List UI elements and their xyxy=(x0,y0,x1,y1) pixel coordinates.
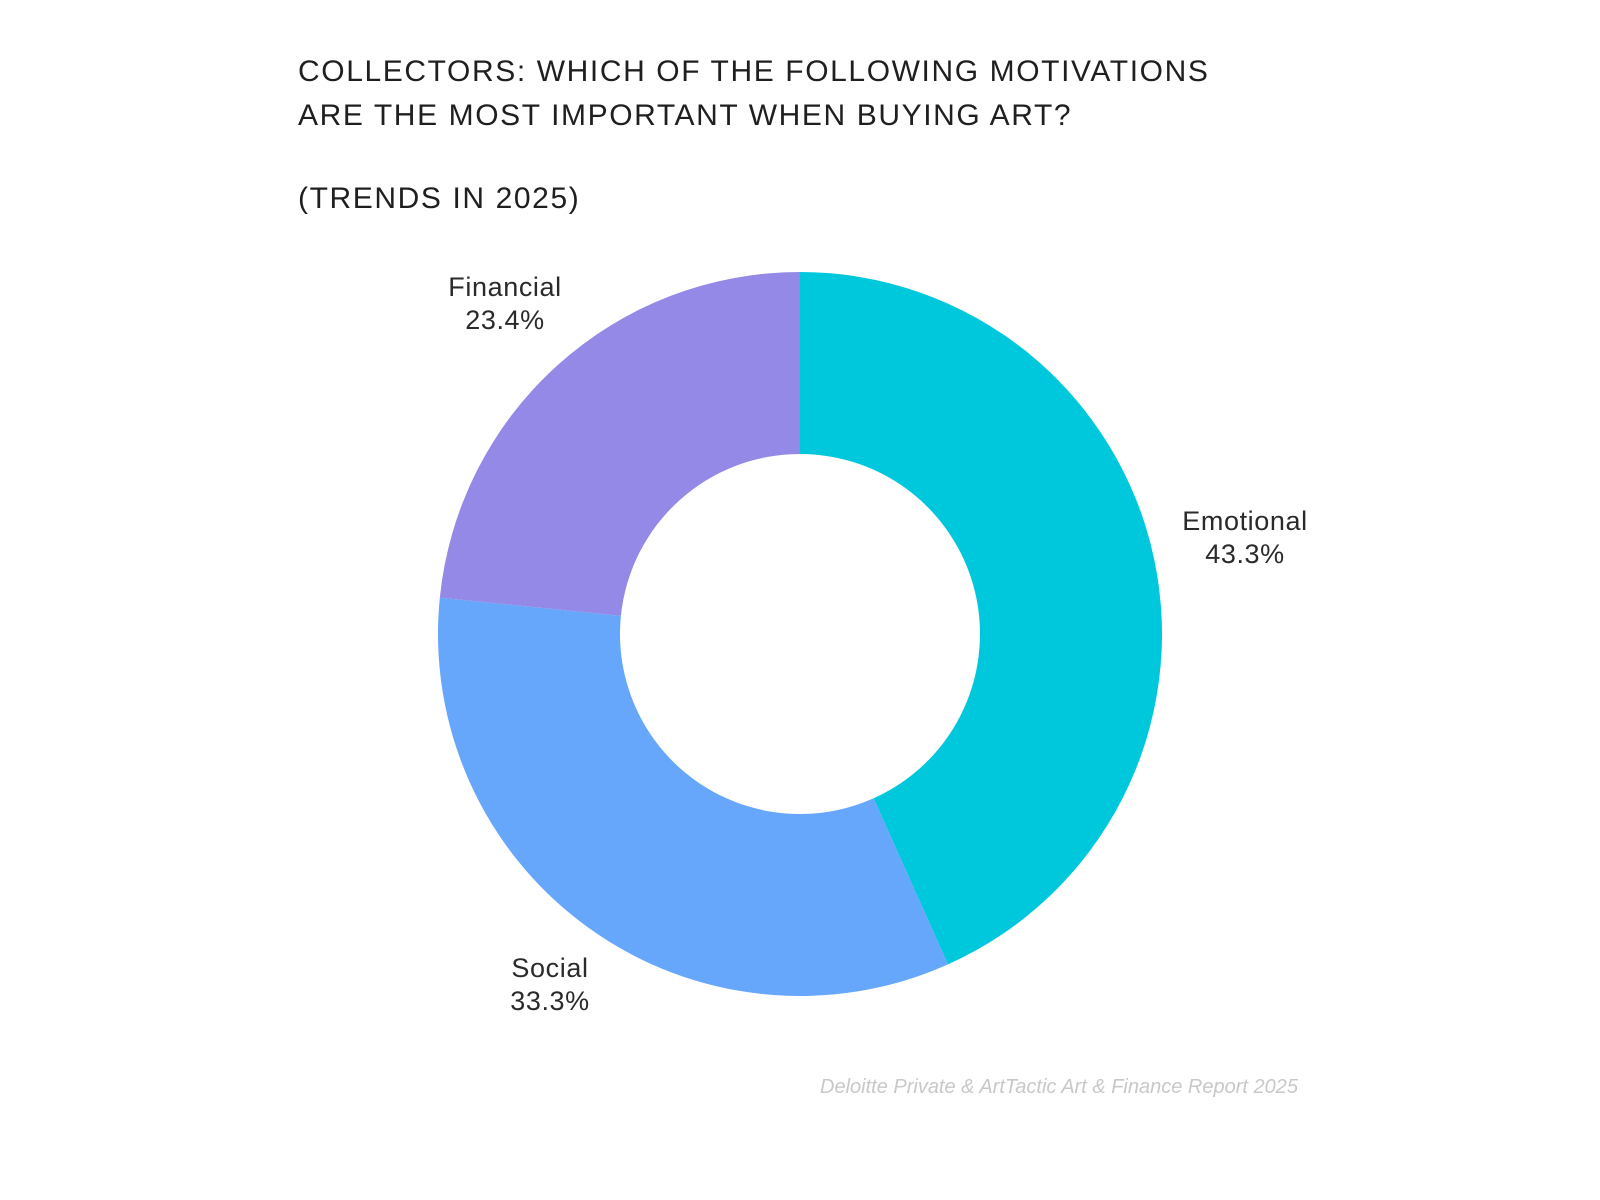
chart-title: COLLECTORS: WHICH OF THE FOLLOWING MOTIV… xyxy=(298,50,1348,138)
slice-label-value: 33.3% xyxy=(510,986,590,1016)
chart-title-line-2: ARE THE MOST IMPORTANT WHEN BUYING ART? xyxy=(298,99,1073,132)
chart-title-line-1: COLLECTORS: WHICH OF THE FOLLOWING MOTIV… xyxy=(298,55,1210,88)
slice-label-name: Emotional xyxy=(1182,506,1308,536)
slice-label-name: Financial xyxy=(448,272,562,302)
slice-financial xyxy=(439,272,800,616)
slice-label-value: 43.3% xyxy=(1205,539,1285,569)
slice-label-name: Social xyxy=(511,953,589,983)
slice-label-social: Social 33.3% xyxy=(510,952,590,1018)
slice-label-financial: Financial 23.4% xyxy=(448,271,561,337)
slice-label-emotional: Emotional 43.3% xyxy=(1182,505,1307,571)
chart-subtitle: (TRENDS IN 2025) xyxy=(298,182,581,215)
slice-label-value: 23.4% xyxy=(465,305,545,335)
source-note: Deloitte Private & ArtTactic Art & Finan… xyxy=(820,1076,1298,1098)
slice-social xyxy=(437,597,948,996)
slice-emotional xyxy=(800,272,1163,965)
